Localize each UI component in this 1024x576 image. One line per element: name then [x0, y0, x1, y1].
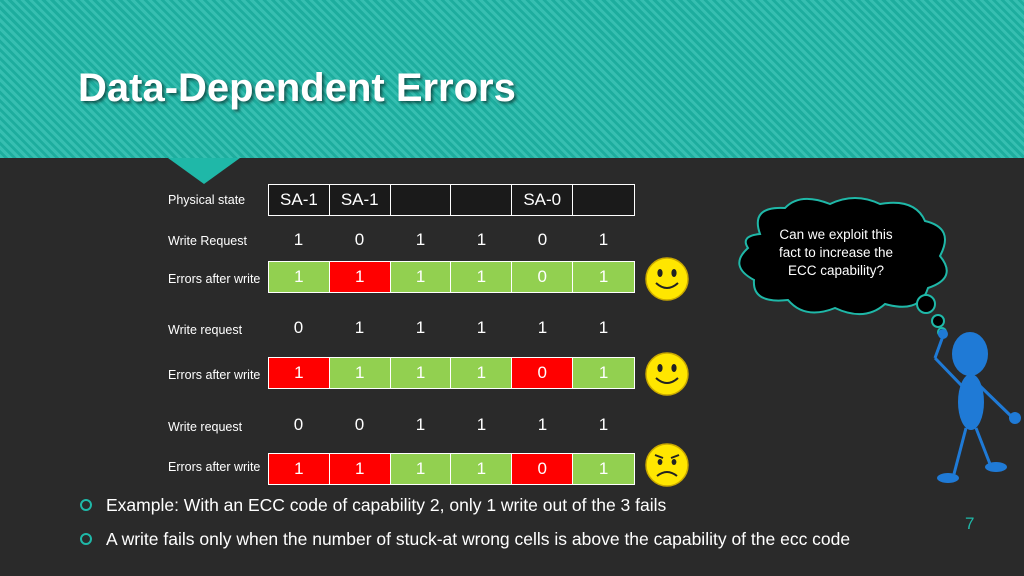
error-cell: 1 [573, 262, 634, 292]
write-request-label: Write Request [168, 234, 247, 248]
request-cell: 1 [415, 230, 426, 249]
request-cell: 0 [354, 230, 365, 249]
bullet-item: A write fails only when the number of st… [78, 528, 918, 550]
error-cell: 1 [269, 358, 330, 388]
thought-bubble-text: Can we exploit this fact to increase the… [752, 226, 920, 280]
thought-bubble-figure [738, 197, 1021, 483]
request-cell: 1 [476, 318, 487, 337]
physical-state-cell: SA-1 [330, 185, 391, 215]
request-cell: 0 [537, 230, 548, 249]
request-cell: 1 [476, 230, 487, 249]
write-request-row: 0 1 1 1 1 1 [268, 312, 635, 344]
write-request-label: Write request [168, 323, 243, 337]
write-request-label: Write request [168, 420, 243, 434]
request-cell: 0 [293, 415, 304, 434]
bullet-list: Example: With an ECC code of capability … [78, 494, 918, 562]
errors-after-write-label: Errors after write [168, 272, 261, 286]
error-cell: 1 [329, 454, 391, 484]
thought-line: fact to increase the [778, 245, 894, 260]
error-cell: 1 [451, 262, 513, 292]
bullet-text: A write fails only when the number of st… [106, 529, 851, 549]
bullet-item: Example: With an ECC code of capability … [78, 494, 918, 516]
error-cell: 0 [512, 454, 574, 484]
request-cell: 0 [354, 415, 365, 434]
banner-notch [168, 158, 240, 184]
request-cell: 0 [293, 318, 304, 337]
thought-line: Can we exploit this [779, 227, 893, 242]
happy-face-icon [645, 257, 689, 301]
physical-state-label: Physical state [168, 193, 246, 207]
errors-after-write-row: 1 1 1 1 0 1 [268, 261, 635, 293]
request-cell: 1 [293, 230, 304, 249]
errors-after-write-label: Errors after write [168, 460, 261, 474]
error-cell: 1 [269, 262, 330, 292]
request-cell: 1 [415, 415, 426, 434]
write-request-row: 0 0 1 1 1 1 [268, 409, 635, 441]
errors-after-write-row: 1 1 1 1 0 1 [268, 357, 635, 389]
error-cell: 1 [573, 358, 634, 388]
physical-state-cell: SA-0 [512, 185, 574, 215]
errors-after-write-row: 1 1 1 1 0 1 [268, 453, 635, 485]
write-request-row: 1 0 1 1 0 1 [268, 224, 635, 256]
slide-title: Data-Dependent Errors [78, 66, 516, 110]
request-cell: 1 [598, 230, 609, 249]
stick-figure [933, 329, 1021, 483]
request-cell: 1 [598, 318, 609, 337]
error-cell: 1 [329, 358, 391, 388]
physical-state-cell: SA-1 [269, 185, 330, 215]
error-cell: 1 [573, 454, 634, 484]
errors-after-write-label: Errors after write [168, 368, 261, 382]
happy-face-icon [645, 352, 689, 396]
error-cell: 1 [329, 262, 391, 292]
bullet-ring-icon [80, 499, 92, 511]
thought-line: ECC capability? [787, 263, 885, 278]
error-cell: 0 [512, 262, 574, 292]
bullet-ring-icon [80, 533, 92, 545]
thought-cloud [738, 197, 948, 337]
request-cell: 1 [354, 318, 365, 337]
request-cell: 1 [415, 318, 426, 337]
error-cell: 1 [390, 358, 452, 388]
error-cell: 1 [390, 454, 452, 484]
sad-face-icon [645, 443, 689, 487]
physical-state-row: SA-1 SA-1 SA-0 [268, 184, 635, 216]
request-cell: 1 [537, 415, 548, 434]
physical-state-cell [391, 185, 452, 215]
title-banner [0, 0, 1024, 158]
error-cell: 1 [451, 454, 513, 484]
physical-state-cell [573, 185, 634, 215]
request-cell: 1 [537, 318, 548, 337]
page-number: 7 [965, 514, 975, 533]
physical-state-cell [451, 185, 513, 215]
error-cell: 1 [269, 454, 330, 484]
bullet-text: Example: With an ECC code of capability … [106, 495, 667, 515]
request-cell: 1 [476, 415, 487, 434]
request-cell: 1 [598, 415, 609, 434]
error-cell: 0 [512, 358, 574, 388]
error-cell: 1 [451, 358, 513, 388]
error-cell: 1 [390, 262, 452, 292]
